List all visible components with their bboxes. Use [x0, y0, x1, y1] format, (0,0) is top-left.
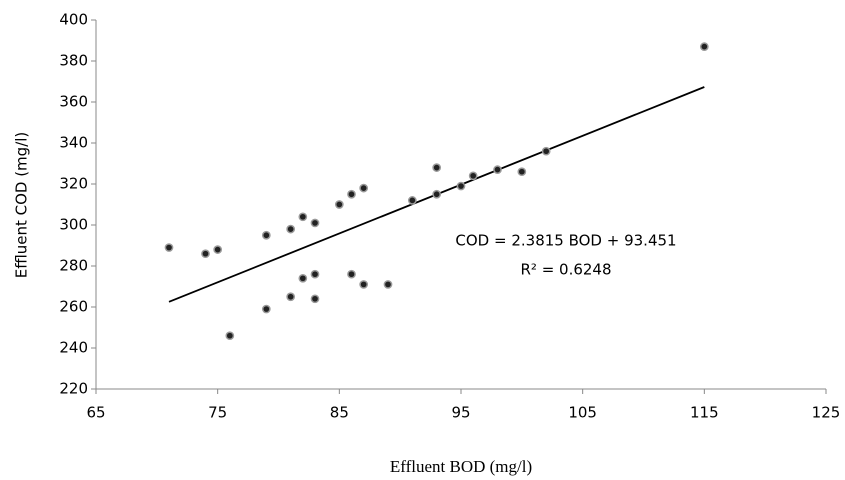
point: [261, 304, 271, 314]
point: [201, 249, 210, 259]
point: [213, 245, 223, 254]
point: [310, 269, 320, 279]
point: [347, 189, 356, 199]
point: [286, 292, 296, 302]
x-tick-label: 115: [690, 404, 719, 422]
y-tick-label: 360: [59, 93, 88, 111]
point: [407, 196, 417, 205]
x-tick-label: 125: [812, 404, 841, 422]
point: [310, 218, 320, 228]
point: [347, 269, 356, 279]
point: [359, 280, 369, 289]
x-tick-label: 95: [451, 404, 470, 422]
point: [334, 200, 344, 209]
x-tick-label: 85: [330, 404, 349, 422]
point: [432, 189, 442, 199]
point: [468, 171, 478, 181]
point: [383, 280, 393, 289]
point: [298, 212, 308, 222]
x-tick-label: 75: [208, 404, 227, 422]
y-tick-label: 300: [59, 216, 88, 234]
y-tick-label: 240: [59, 339, 88, 357]
point: [359, 183, 369, 193]
annotation: R² = 0.6248: [520, 261, 611, 279]
point: [517, 167, 527, 177]
y-tick-label: 280: [59, 257, 88, 275]
y-axis-label: Effluent COD (mg/l): [13, 132, 31, 279]
y-tick-label: 320: [59, 175, 88, 193]
point: [261, 230, 271, 240]
point: [456, 181, 466, 191]
y-tick-label: 220: [59, 380, 88, 398]
point: [164, 243, 174, 252]
y-tick-label: 380: [59, 52, 88, 70]
point: [699, 42, 709, 52]
point: [298, 273, 308, 283]
y-tick-label: 400: [59, 11, 88, 29]
annotation: COD = 2.3815 BOD + 93.451: [455, 232, 676, 250]
point: [310, 294, 320, 304]
point: [432, 163, 442, 172]
y-tick-label: 260: [59, 298, 88, 316]
point: [541, 146, 551, 156]
x-tick-label: 65: [86, 404, 105, 422]
y-tick-label: 340: [59, 134, 88, 152]
point: [286, 224, 296, 234]
point: [225, 331, 235, 341]
point: [493, 165, 502, 174]
x-axis-label: Effluent BOD (mg/l): [390, 457, 532, 476]
x-tick-label: 105: [568, 404, 597, 422]
